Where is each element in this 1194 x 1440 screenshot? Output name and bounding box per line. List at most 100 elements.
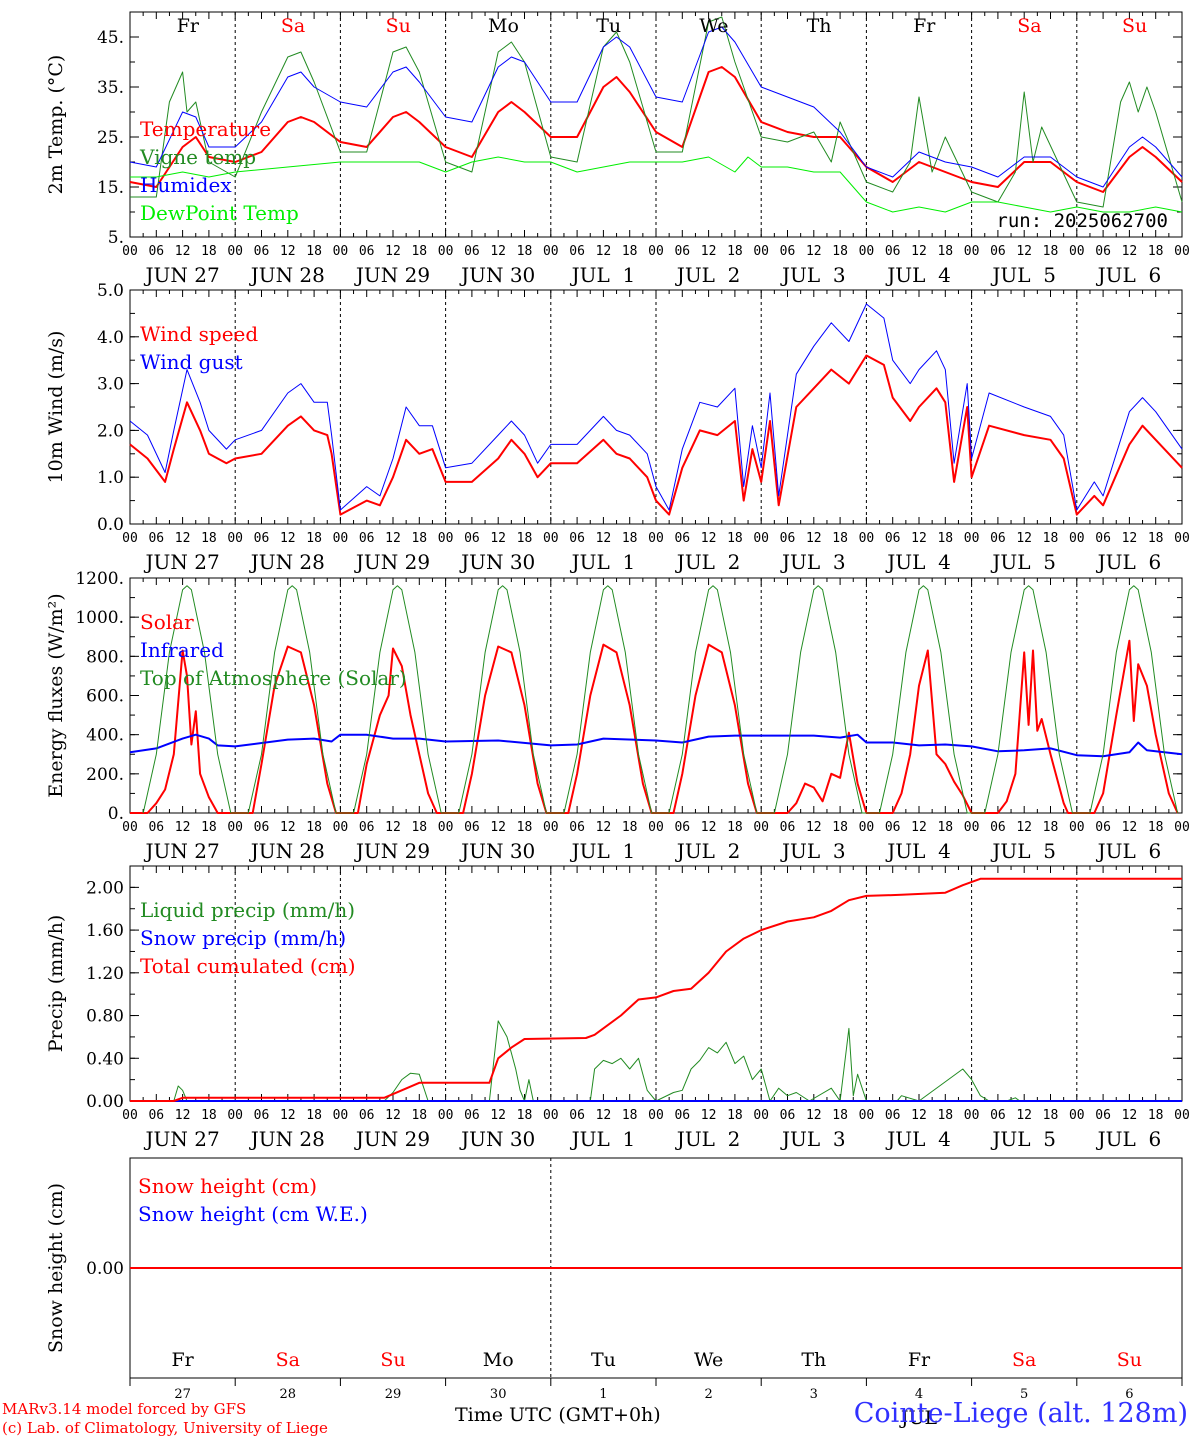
legend-entry: Wind speed [140,322,258,346]
legend-entry: Snow precip (mm/h) [140,926,346,950]
y-tick-label: 1200. [75,569,124,589]
hour-tick-label: 00 [1069,244,1085,259]
legend-entry: Snow height (cm W.E.) [138,1202,368,1226]
hour-tick-label: 18 [1043,244,1059,259]
hour-tick-label: 18 [622,244,638,259]
date-label: JUL 2 [675,263,741,287]
hour-tick-label: 12 [1122,1108,1138,1123]
hour-tick-label: 00 [227,820,243,835]
date-label: JUN 28 [249,550,325,574]
date-label: JUN 28 [249,263,325,287]
hour-tick-label: 00 [753,1108,769,1123]
hour-tick-label: 06 [464,244,480,259]
legend-entry: DewPoint Temp [140,201,299,225]
hour-tick-label: 00 [227,244,243,259]
hour-tick-label: 00 [648,820,664,835]
hour-tick-label: 12 [1122,244,1138,259]
model-credit: MARv3.14 model forced by GFS [2,1400,247,1418]
hour-tick-label: 00 [859,531,875,546]
hour-tick-label: 00 [753,820,769,835]
hour-tick-label: 12 [490,244,506,259]
hour-tick-label: 00 [122,244,138,259]
hour-tick-label: 00 [1069,1108,1085,1123]
y-axis-title: Energy fluxes (W/m²) [45,593,67,797]
hour-tick-label: 18 [411,1108,427,1123]
series-line-solar [130,639,1179,814]
hour-tick-label: 00 [122,531,138,546]
hour-tick-label: 18 [727,820,743,835]
y-tick-label: 0.0 [97,515,124,535]
legend-entry: Infrared [140,638,224,662]
series-line-top-of-atmosphere-solar- [142,585,1179,814]
hour-tick-label: 12 [1122,820,1138,835]
hour-tick-label: 18 [517,531,533,546]
hour-tick-label: 12 [490,820,506,835]
y-tick-label: 200. [86,765,124,785]
hour-tick-label: 18 [937,1108,953,1123]
hour-tick-label: 12 [596,244,612,259]
hour-tick-label: 00 [1174,1108,1190,1123]
hour-tick-label: 12 [911,1108,927,1123]
y-tick-label: 2.0 [97,421,124,441]
hour-tick-label: 18 [201,820,217,835]
hour-tick-label: 06 [780,820,796,835]
hour-tick-label: 00 [859,820,875,835]
hour-tick-label: 06 [148,531,164,546]
hour-tick-label: 00 [543,820,559,835]
hour-tick-label: 00 [1174,820,1190,835]
hour-tick-label: 18 [832,531,848,546]
hour-tick-label: 12 [385,820,401,835]
hour-tick-label: 12 [911,820,927,835]
date-label: JUL 3 [780,839,846,863]
hour-tick-label: 18 [622,820,638,835]
date-label: JUN 28 [249,1127,325,1151]
hour-tick-label: 12 [1016,531,1032,546]
day-of-week-label: We [694,1349,723,1371]
hour-tick-label: 06 [1095,1108,1111,1123]
panel-temperature: 00 06 12 18 00 06 12 18 00 06 12 18 00 06 12 18 00 06 12 18… [45,11,1190,287]
hour-tick-label: 00 [1069,531,1085,546]
hour-tick-label: 06 [359,820,375,835]
day-of-week-label: Fr [171,1349,194,1371]
hour-tick-label: 12 [1016,820,1032,835]
hour-tick-label: 18 [1043,820,1059,835]
panel-snow: 0.00 Snow height (cm) Snow height (cm) Snow… [45,1157,1183,1429]
hour-tick-label: 12 [701,531,717,546]
y-tick-label: 0.00 [86,1092,124,1112]
hour-tick-label: 00 [122,1108,138,1123]
hour-tick-label: 06 [674,531,690,546]
hour-tick-label: 06 [1095,531,1111,546]
hour-tick-label: 12 [596,531,612,546]
hour-tick-label: 18 [727,1108,743,1123]
hour-tick-label: 00 [859,1108,875,1123]
date-label: JUN 30 [459,839,535,863]
hour-tick-label: 18 [1148,820,1164,835]
day-of-week-label: Fr [913,15,936,37]
day-number-label: 29 [385,1387,402,1402]
date-label: JUL 3 [780,1127,846,1151]
hour-tick-label: 12 [701,820,717,835]
day-of-week-label: Su [386,15,411,37]
date-label: JUL 1 [570,1127,636,1151]
hour-tick-label: 12 [385,531,401,546]
y-axis-title: 10m Wind (m/s) [45,331,67,484]
legend-entry: Liquid precip (mm/h) [140,898,355,922]
hour-tick-label: 06 [885,244,901,259]
legend-entry: Humidex [140,173,232,197]
hour-tick-label: 12 [806,1108,822,1123]
legend-entry: Vigne temp [139,145,256,169]
day-number-label: 1 [599,1387,607,1402]
hour-tick-label: 00 [964,531,980,546]
date-label: JUN 30 [459,263,535,287]
hour-tick-label: 18 [1148,244,1164,259]
hour-tick-label: 06 [148,820,164,835]
hour-tick-label: 06 [464,820,480,835]
hour-tick-label: 00 [964,1108,980,1123]
hour-tick-label: 00 [438,531,454,546]
hour-tick-label: 18 [937,244,953,259]
date-label: JUL 1 [570,550,636,574]
y-tick-label: 400. [86,726,124,746]
hour-tick-label: 06 [359,531,375,546]
y-tick-label: 4.0 [97,328,124,348]
hour-tick-label: 12 [175,244,191,259]
